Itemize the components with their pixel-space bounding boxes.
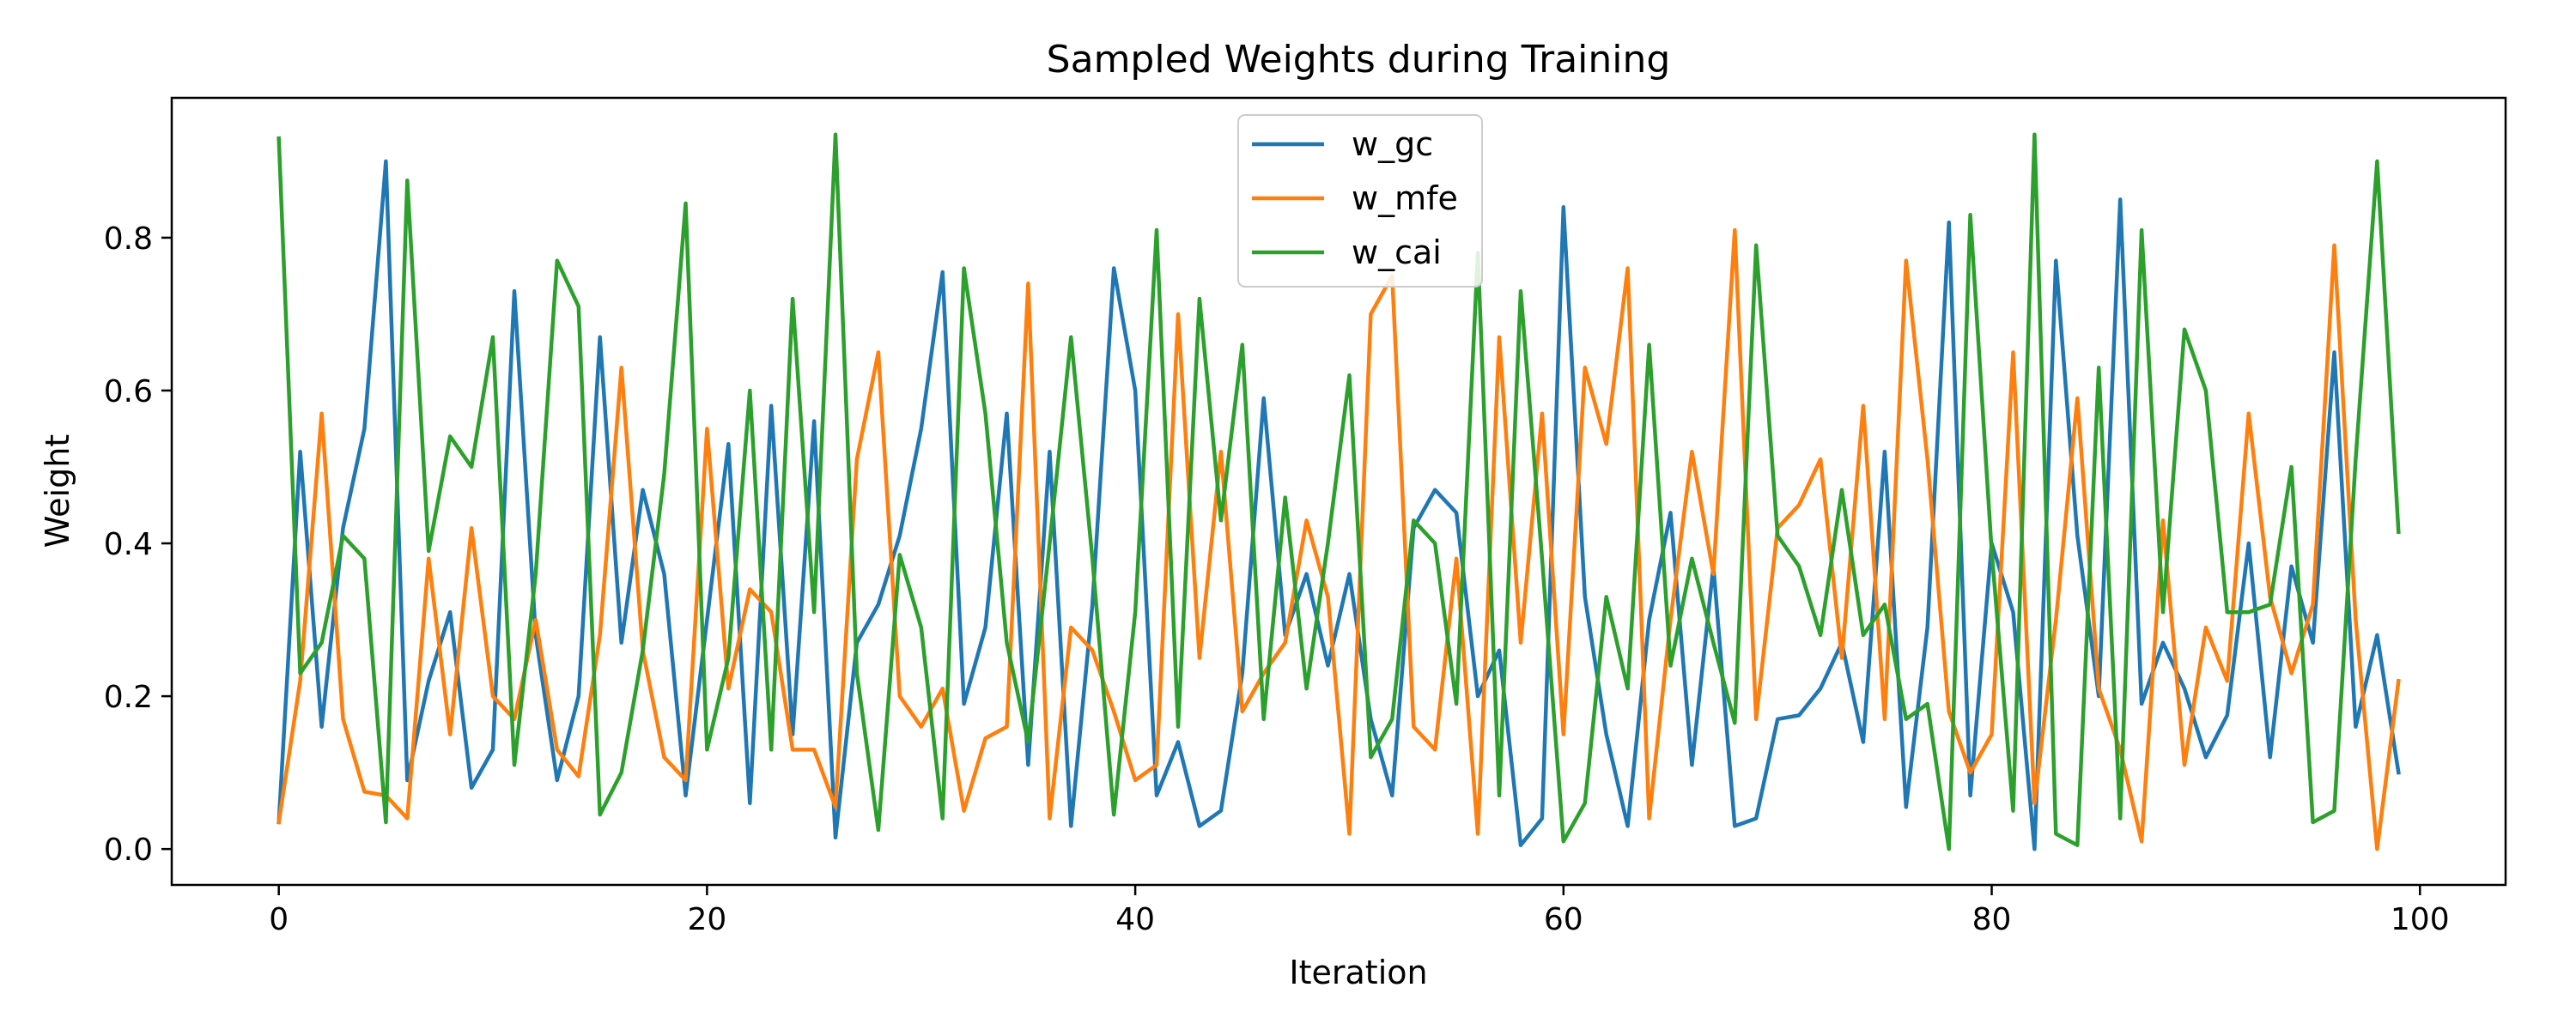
chart-title: Sampled Weights during Training: [1047, 38, 1671, 82]
x-tick-label: 40: [1115, 902, 1155, 937]
x-axis: 0 20 40 60 80 100: [269, 885, 2450, 937]
series-line-w_cai: [276, 132, 2401, 851]
y-tick-label: 0.2: [104, 680, 153, 715]
y-tick-label: 0.0: [104, 833, 153, 868]
y-tick-label: 0.4: [104, 527, 153, 562]
x-tick-label: 20: [687, 902, 726, 937]
y-axis: 0.0 0.2 0.4 0.6 0.8: [104, 221, 172, 868]
x-tick-label: 80: [1972, 902, 2012, 937]
plot-frame: [170, 96, 2507, 887]
legend: w_gc w_mfe w_cai: [1237, 114, 1483, 288]
y-axis-label: Weight: [39, 434, 76, 548]
x-tick-label: 0: [269, 902, 289, 937]
y-tick-label: 0.8: [104, 221, 153, 257]
x-axis-label: Iteration: [1289, 954, 1427, 991]
series-line-w_mfe: [276, 227, 2401, 851]
legend-label-w_mfe: w_mfe: [1352, 179, 1458, 217]
y-tick-label: 0.6: [104, 374, 153, 409]
series-line-w_gc: [276, 159, 2401, 851]
legend-label-w_gc: w_gc: [1352, 125, 1433, 163]
legend-label-w_cai: w_cai: [1352, 233, 1442, 271]
x-tick-label: 60: [1544, 902, 1583, 937]
x-tick-label: 100: [2391, 902, 2450, 937]
plot-area: [276, 132, 2401, 851]
legend-frame: [1237, 114, 1483, 288]
